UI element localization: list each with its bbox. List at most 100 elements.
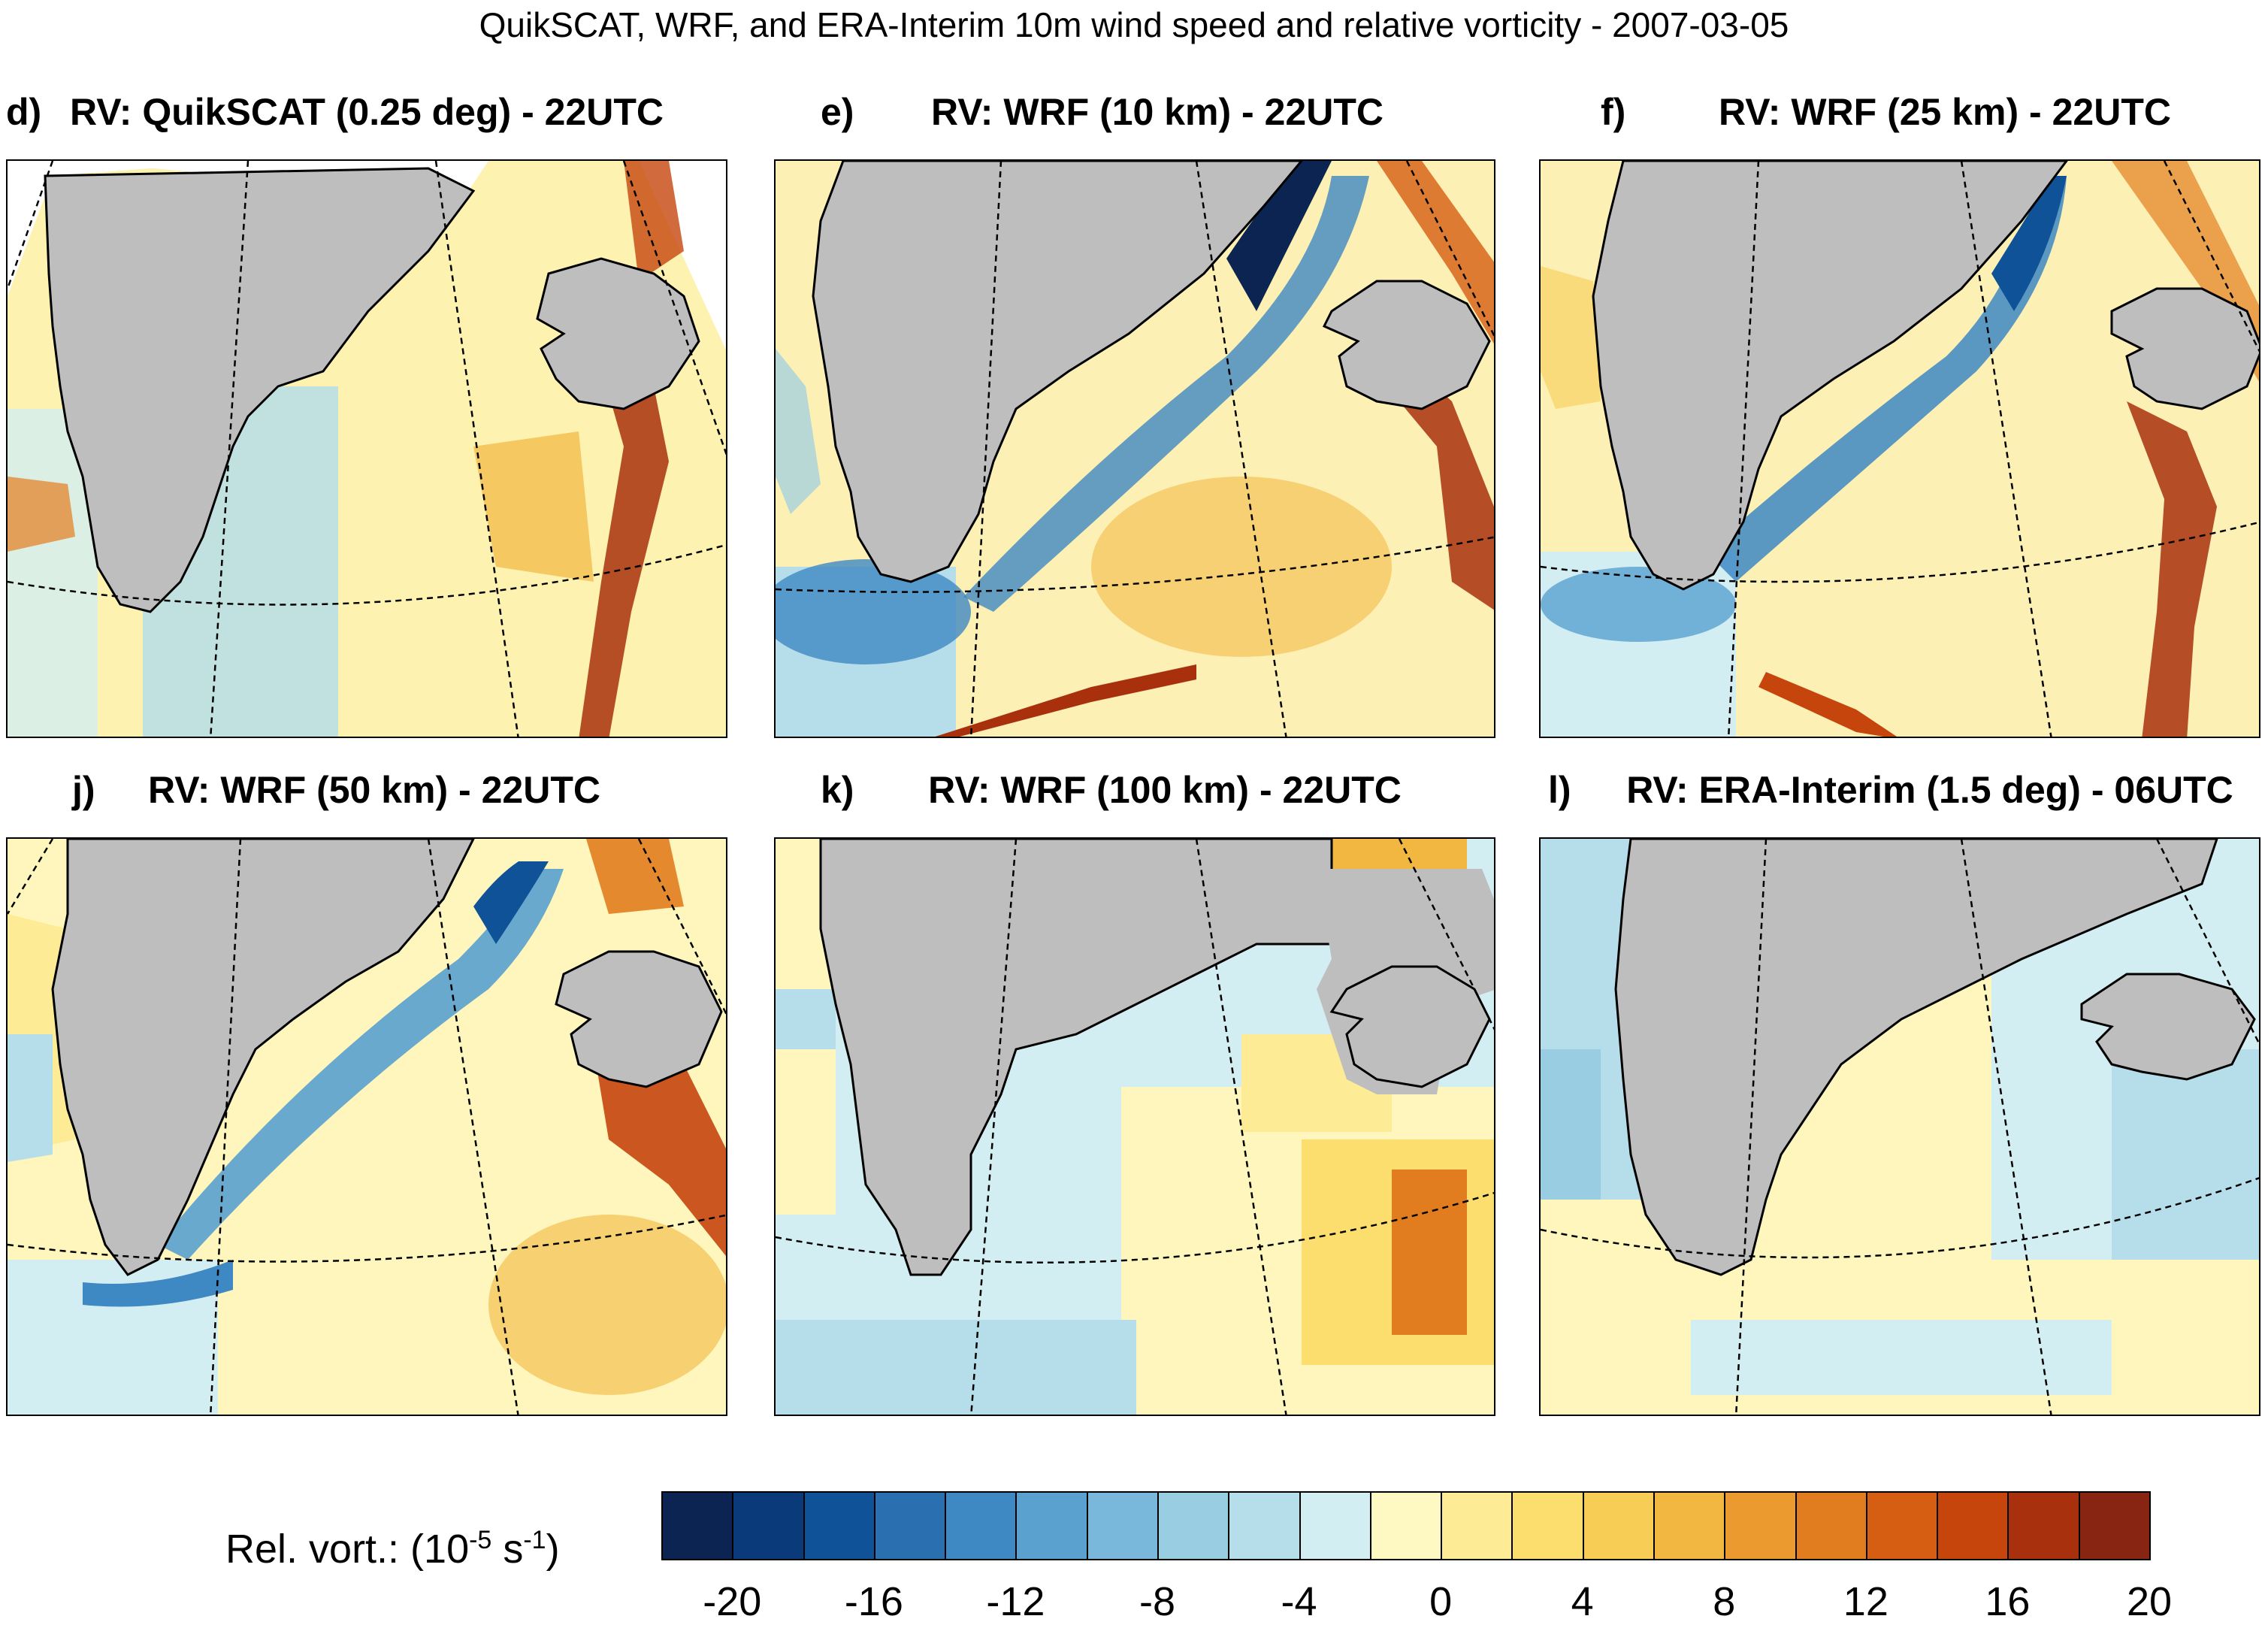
greenland-land [44,167,476,613]
vort-band [2112,161,2259,382]
panel-title: d) RV: QuikSCAT (0.25 deg) - 22UTC [6,90,742,143]
vort-band [776,349,821,514]
colorbar-box [873,1491,947,1560]
vort-band [1226,161,1332,311]
panel-title: e) RV: WRF (10 km) - 22UTC [774,90,1510,143]
lat-line [776,536,1494,593]
map-era-interim [1539,837,2260,1416]
colorbar-box [661,1491,734,1560]
colorbar-label: Rel. vort.: (10-5 s-1) [225,1526,560,1572]
colorbar-box [1441,1491,1514,1560]
panel-title: l) RV: ERA-Interim (1.5 deg) - 06UTC [1539,768,2268,821]
vort-band [1691,1320,2112,1395]
panel-label: e) [821,91,854,133]
panel-title-text: RV: WRF (10 km) - 22UTC [931,91,1383,133]
colorbar-box [1724,1491,1797,1560]
lon-line [210,161,249,737]
panel-label: j) [72,769,95,811]
vort-band [1392,1170,1467,1335]
vort-band [2112,1049,2259,1260]
lon-line [2163,161,2259,353]
colorbar-box [1795,1491,1867,1560]
panel-title-text: RV: QuikSCAT (0.25 deg) - 22UTC [70,91,664,133]
panel-title: k) RV: WRF (100 km) - 22UTC [774,768,1510,821]
vort-band [1991,176,2067,311]
colorbar-tick-label: 4 [1571,1579,1594,1624]
lat-line [8,1214,726,1263]
panel-title: j) RV: WRF (50 km) - 22UTC [6,768,742,821]
figure-title: QuikSCAT, WRF, and ERA-Interim 10m wind … [479,5,1789,44]
colorbar-box [1299,1491,1371,1560]
colorbar-box [1511,1491,1584,1560]
lon-line [434,161,519,737]
lat-line [8,543,726,606]
map-quikscat [6,159,727,738]
vort-band [8,1034,53,1162]
lon-line [1734,839,1768,1415]
iceland-land [2080,973,2256,1081]
lon-line [427,839,519,1415]
lon-line [1195,161,1287,737]
panel-title-text: RV: ERA-Interim (1.5 deg) - 06UTC [1626,769,2233,811]
panel-label: k) [821,769,854,811]
colorbar-box [1937,1491,2009,1560]
vort-band [963,176,1369,612]
lon-line [1960,161,2052,737]
vort-band [1706,176,2067,582]
vort-band [1758,672,1897,737]
lon-line [1727,161,1760,737]
colorbar-box [2007,1491,2080,1560]
colorbar-box [1157,1491,1230,1560]
vort-band [158,869,564,1260]
colorbar-box [1015,1491,1088,1560]
map-wrf-50km [6,837,727,1416]
iceland-land [1329,965,1491,1088]
lon-line [969,161,1002,737]
panel-label: d) [6,91,42,133]
vort-band [776,559,971,664]
greenland-land [51,839,475,1276]
vort-band [488,1215,726,1395]
panel-title-text: RV: WRF (100 km) - 22UTC [928,769,1402,811]
map-svg [776,839,1494,1415]
lon-line [8,839,54,915]
lon-line [1398,839,1494,1030]
colorbar-tick-label: -16 [844,1579,903,1624]
colorbar-label-exp1: -5 [469,1526,492,1554]
lon-line [622,161,726,456]
lon-line [637,839,726,1015]
colorbar-box [1865,1491,1939,1560]
vort-band [1541,1049,1601,1200]
vort-band [2127,401,2217,737]
colorbar [661,1491,2151,1560]
lon-line [1195,839,1287,1415]
colorbar-box [803,1491,875,1560]
panel-label: l) [1548,769,1571,811]
vort-band [935,664,1196,737]
colorbar-tick-label: 8 [1713,1579,1736,1624]
panel-title: f) RV: WRF (25 km) - 22UTC [1539,90,2268,143]
vort-band [8,477,75,552]
map-svg [8,161,726,737]
map-svg [1541,839,2259,1415]
colorbar-box [1228,1491,1301,1560]
colorbar-tick-label: -4 [1281,1579,1317,1624]
colorbar-box [2078,1491,2151,1560]
colorbar-label-end: ) [546,1527,560,1572]
colorbar-label-main: Rel. vort.: (10 [225,1527,470,1572]
iceland-land [555,950,723,1088]
colorbar-tick-label: -20 [703,1579,762,1624]
colorbar-box [945,1491,1018,1560]
map-wrf-10km [774,159,1495,738]
colorbar-tick-label: -12 [986,1579,1045,1624]
lat-line [1541,1177,2259,1259]
lon-line [209,839,242,1415]
iceland-land [536,257,700,410]
colorbar-tick-label: 0 [1429,1579,1453,1624]
colorbar-tick-label: 20 [2126,1579,2173,1624]
vort-band [473,861,549,944]
vort-band [1377,161,1494,344]
lat-line [1541,521,2259,583]
colorbar-label-mid: s [491,1527,524,1572]
vort-band [473,431,594,582]
